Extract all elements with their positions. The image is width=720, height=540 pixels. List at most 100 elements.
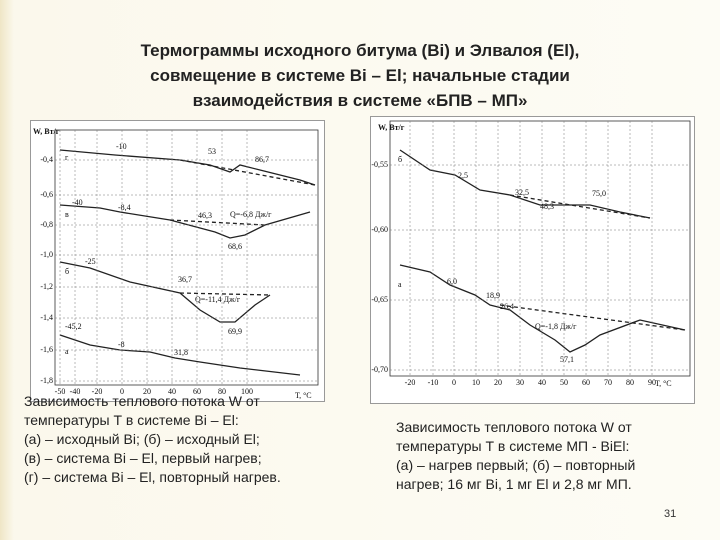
x-tick-label: 50 (560, 378, 568, 387)
x-tick-label: -10 (428, 378, 439, 387)
annotation: Q=-1,8 Дж/г (535, 322, 577, 331)
annotation: 26,4 (500, 302, 514, 311)
figure-frame (30, 120, 325, 402)
annotation: 31,8 (174, 348, 188, 357)
baseline (509, 194, 651, 219)
annotation: -8 (118, 340, 125, 349)
baseline (179, 159, 316, 186)
annotation: 86,7 (255, 155, 269, 164)
y-tick-label: -0,60 (371, 225, 388, 234)
annotation: Q=-11,4 Дж/г (195, 295, 241, 304)
annotation: 32,5 (515, 188, 529, 197)
x-axis-label: Т, °С (655, 379, 672, 388)
y-tick-label: -0,6 (40, 190, 53, 199)
x-tick-label: 0 (120, 387, 124, 396)
slide-title: Термограммы исходного битума (Bi) и Элва… (60, 38, 660, 113)
figure-right: -0,55 -0,60 -0,65 -0,70 -20 -10 0 10 20 30 40 50 60 7… (370, 116, 695, 404)
y-tick-label: -1,0 (40, 250, 53, 259)
annotation: 69,9 (228, 327, 242, 336)
annotation: в (65, 210, 69, 219)
caption-line: нагрев; 16 мг Bi, 1 мг El и 2,8 мг МП. (396, 476, 632, 492)
x-axis-label: Т, °С (295, 391, 312, 400)
annotation: 68,6 (228, 242, 242, 251)
y-tick-label: -1,2 (40, 282, 53, 291)
x-tick-label: 20 (494, 378, 502, 387)
annotation: а (398, 280, 402, 289)
annotation: г (65, 153, 69, 162)
x-tick-label: 90 (648, 378, 656, 387)
caption-line: (а) – нагрев первый; (б) – повторный (396, 457, 636, 473)
y-tick-label: -0,55 (371, 160, 388, 169)
x-tick-label: -40 (70, 387, 81, 396)
curve (59, 149, 316, 186)
annotation: 36,7 (178, 275, 192, 284)
title-line: совмещение в системе Bi – El; начальные … (150, 66, 570, 85)
x-tick-label: 40 (168, 387, 176, 396)
x-tick-label: 80 (626, 378, 634, 387)
annotation: -45,2 (65, 322, 82, 331)
caption-line: температуры Т в системе МП - BiEl: (396, 438, 630, 454)
annotation: Q=-6,8 Дж/г (230, 210, 272, 219)
plot-area (54, 129, 319, 386)
curve (399, 149, 651, 219)
y-tick-label: -0,70 (371, 365, 388, 374)
x-tick-label: 0 (452, 378, 456, 387)
annotation: -40 (72, 198, 83, 207)
annotation: а (65, 347, 69, 356)
title-line: Термограммы исходного битума (Bi) и Элва… (140, 41, 580, 60)
y-tick-label: -1,6 (40, 345, 53, 354)
baseline (499, 304, 686, 331)
curve (399, 264, 686, 353)
annotation: 6,0 (447, 277, 457, 286)
y-tick-label: -0,8 (40, 220, 53, 229)
y-axis-label: W, Вт/г (378, 123, 405, 132)
baseline (179, 292, 271, 296)
caption-line: (а) – исходный Bi; (б) – исходный El; (24, 431, 260, 447)
caption-line: (в) – система Bi – El, первый нагрев; (24, 450, 262, 466)
caption-line: Зависимость теплового потока W от (24, 393, 260, 409)
y-tick-label: -1,4 (40, 313, 53, 322)
x-tick-label: 80 (218, 387, 226, 396)
annotation: 75,0 (592, 189, 606, 198)
curve (59, 334, 301, 376)
curve (59, 261, 271, 323)
caption-line: (г) – система Bi – El, повторный нагрев. (24, 469, 281, 485)
annotation: 53 (208, 147, 216, 156)
x-tick-label: 60 (193, 387, 201, 396)
y-axis-label: W, Вт/г (33, 127, 60, 136)
caption-line: температуры Т в системе Bi – El: (24, 412, 239, 428)
x-tick-label: 20 (143, 387, 151, 396)
baseline (169, 219, 266, 226)
x-tick-label: 70 (604, 378, 612, 387)
annotation: 57,1 (560, 355, 574, 364)
y-tick-label: -0,4 (40, 155, 53, 164)
annotation: -8,4 (118, 203, 131, 212)
x-tick-label: 10 (472, 378, 480, 387)
x-tick-label: -20 (92, 387, 103, 396)
page-number: 31 (664, 508, 677, 520)
annotation: -25 (85, 257, 96, 266)
annotation: б (65, 267, 69, 276)
caption-line: Зависимость теплового потока W от (396, 419, 632, 435)
annotation: 18,9 (486, 291, 500, 300)
annotation: 48,3 (540, 202, 554, 211)
annotation: б (398, 155, 402, 164)
curve (59, 204, 311, 239)
annotation: -10 (116, 142, 127, 151)
caption-left: Зависимость теплового потока W от темпер… (24, 392, 281, 487)
x-tick-label: 100 (241, 387, 253, 396)
title-line: взаимодействия в системе «БПВ – МП» (192, 91, 528, 110)
annotation: 46,3 (198, 211, 212, 220)
annotation: 2,5 (458, 171, 468, 180)
figure-frame (370, 116, 695, 404)
x-tick-label: 30 (516, 378, 524, 387)
y-tick-label: -0,65 (371, 295, 388, 304)
x-tick-label: 40 (538, 378, 546, 387)
plot-area (389, 120, 691, 377)
figure-left: -0,4 -0,6 -0,8 -1,0 -1,2 -1,4 -1,6 -1,8-50 -40 -2… (30, 120, 325, 402)
caption-right: Зависимость теплового потока W от темпер… (396, 418, 635, 494)
x-tick-label: 60 (582, 378, 590, 387)
x-tick-label: -20 (405, 378, 416, 387)
y-tick-label: -1,8 (40, 376, 53, 385)
